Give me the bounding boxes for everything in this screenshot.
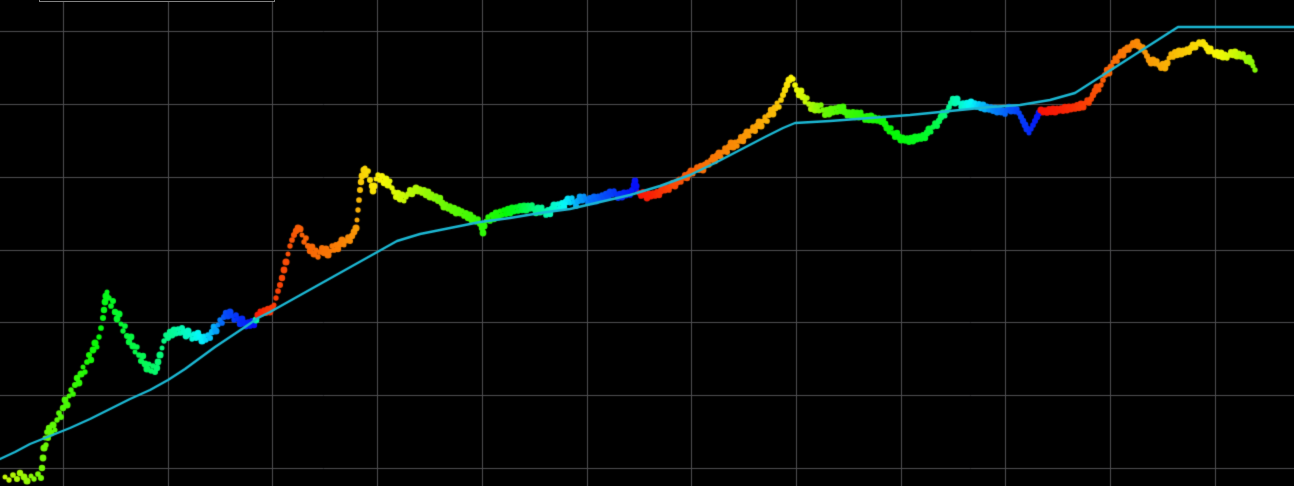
- legend-box-remnant: [39, 0, 275, 2]
